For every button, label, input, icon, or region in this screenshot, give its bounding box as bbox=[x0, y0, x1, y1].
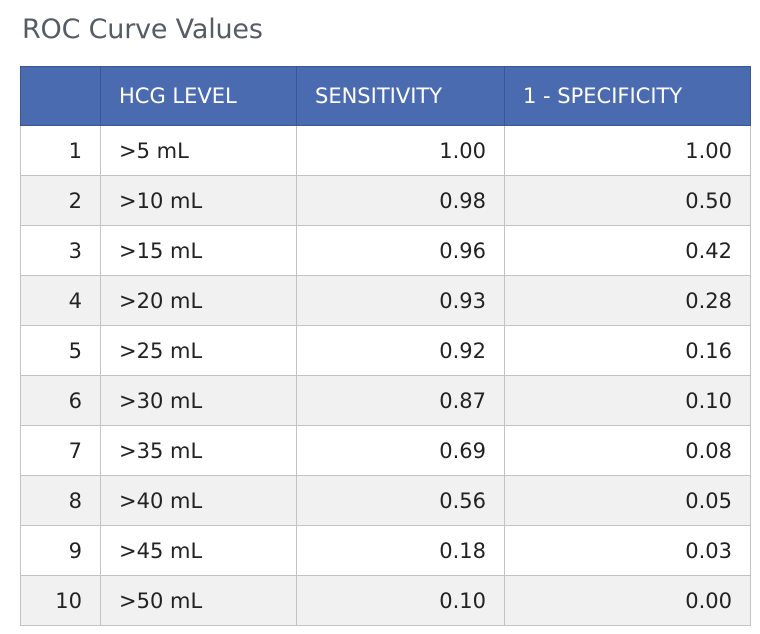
specificity-cell: 0.08 bbox=[504, 425, 751, 476]
sensitivity-cell: 0.10 bbox=[296, 575, 505, 626]
hcg-level-cell: >15 mL bbox=[100, 225, 297, 276]
row-index-cell: 4 bbox=[20, 275, 101, 326]
table-row: 10 >50 mL 0.10 0.00 bbox=[20, 575, 751, 626]
hcg-level-cell: >30 mL bbox=[100, 375, 297, 426]
specificity-cell: 0.16 bbox=[504, 325, 751, 376]
sensitivity-cell: 0.87 bbox=[296, 375, 505, 426]
hcg-level-cell: >45 mL bbox=[100, 525, 297, 576]
table-row: 3 >15 mL 0.96 0.42 bbox=[20, 225, 751, 276]
hcg-level-cell: >40 mL bbox=[100, 475, 297, 526]
sensitivity-cell: 0.93 bbox=[296, 275, 505, 326]
specificity-cell: 0.03 bbox=[504, 525, 751, 576]
sensitivity-cell: 0.69 bbox=[296, 425, 505, 476]
specificity-cell: 0.10 bbox=[504, 375, 751, 426]
table-row: 9 >45 mL 0.18 0.03 bbox=[20, 525, 751, 576]
hcg-level-cell: >5 mL bbox=[100, 125, 297, 176]
table-row: 7 >35 mL 0.69 0.08 bbox=[20, 425, 751, 476]
row-index-cell: 6 bbox=[20, 375, 101, 426]
page-title: ROC Curve Values bbox=[22, 14, 263, 45]
column-header-specificity: 1 - SPECIFICITY bbox=[504, 66, 751, 126]
roc-table: HCG LEVEL SENSITIVITY 1 - SPECIFICITY 1 >… bbox=[20, 66, 751, 626]
table-row: 8 >40 mL 0.56 0.05 bbox=[20, 475, 751, 526]
specificity-cell: 0.42 bbox=[504, 225, 751, 276]
row-index-cell: 1 bbox=[20, 125, 101, 176]
sensitivity-cell: 1.00 bbox=[296, 125, 505, 176]
row-index-cell: 5 bbox=[20, 325, 101, 376]
row-index-cell: 7 bbox=[20, 425, 101, 476]
sensitivity-cell: 0.56 bbox=[296, 475, 505, 526]
specificity-cell: 0.05 bbox=[504, 475, 751, 526]
row-index-cell: 10 bbox=[20, 575, 101, 626]
sensitivity-cell: 0.92 bbox=[296, 325, 505, 376]
table-row: 2 >10 mL 0.98 0.50 bbox=[20, 175, 751, 226]
sensitivity-cell: 0.98 bbox=[296, 175, 505, 226]
sensitivity-cell: 0.18 bbox=[296, 525, 505, 576]
table-row: 1 >5 mL 1.00 1.00 bbox=[20, 125, 751, 176]
column-header-sensitivity: SENSITIVITY bbox=[296, 66, 505, 126]
column-header-hcg-level: HCG LEVEL bbox=[100, 66, 297, 126]
row-index-cell: 9 bbox=[20, 525, 101, 576]
specificity-cell: 0.50 bbox=[504, 175, 751, 226]
hcg-level-cell: >50 mL bbox=[100, 575, 297, 626]
table-row: 5 >25 mL 0.92 0.16 bbox=[20, 325, 751, 376]
row-index-cell: 3 bbox=[20, 225, 101, 276]
row-index-cell: 8 bbox=[20, 475, 101, 526]
hcg-level-cell: >20 mL bbox=[100, 275, 297, 326]
specificity-cell: 0.00 bbox=[504, 575, 751, 626]
specificity-cell: 0.28 bbox=[504, 275, 751, 326]
hcg-level-cell: >25 mL bbox=[100, 325, 297, 376]
sensitivity-cell: 0.96 bbox=[296, 225, 505, 276]
table-body: 1 >5 mL 1.00 1.00 2 >10 mL 0.98 0.50 3 >15 mL 0.96… bbox=[20, 125, 751, 626]
table-header-row: HCG LEVEL SENSITIVITY 1 - SPECIFICITY bbox=[20, 66, 751, 126]
column-header-index bbox=[20, 66, 101, 126]
hcg-level-cell: >10 mL bbox=[100, 175, 297, 226]
hcg-level-cell: >35 mL bbox=[100, 425, 297, 476]
table-row: 4 >20 mL 0.93 0.28 bbox=[20, 275, 751, 326]
table-row: 6 >30 mL 0.87 0.10 bbox=[20, 375, 751, 426]
specificity-cell: 1.00 bbox=[504, 125, 751, 176]
row-index-cell: 2 bbox=[20, 175, 101, 226]
